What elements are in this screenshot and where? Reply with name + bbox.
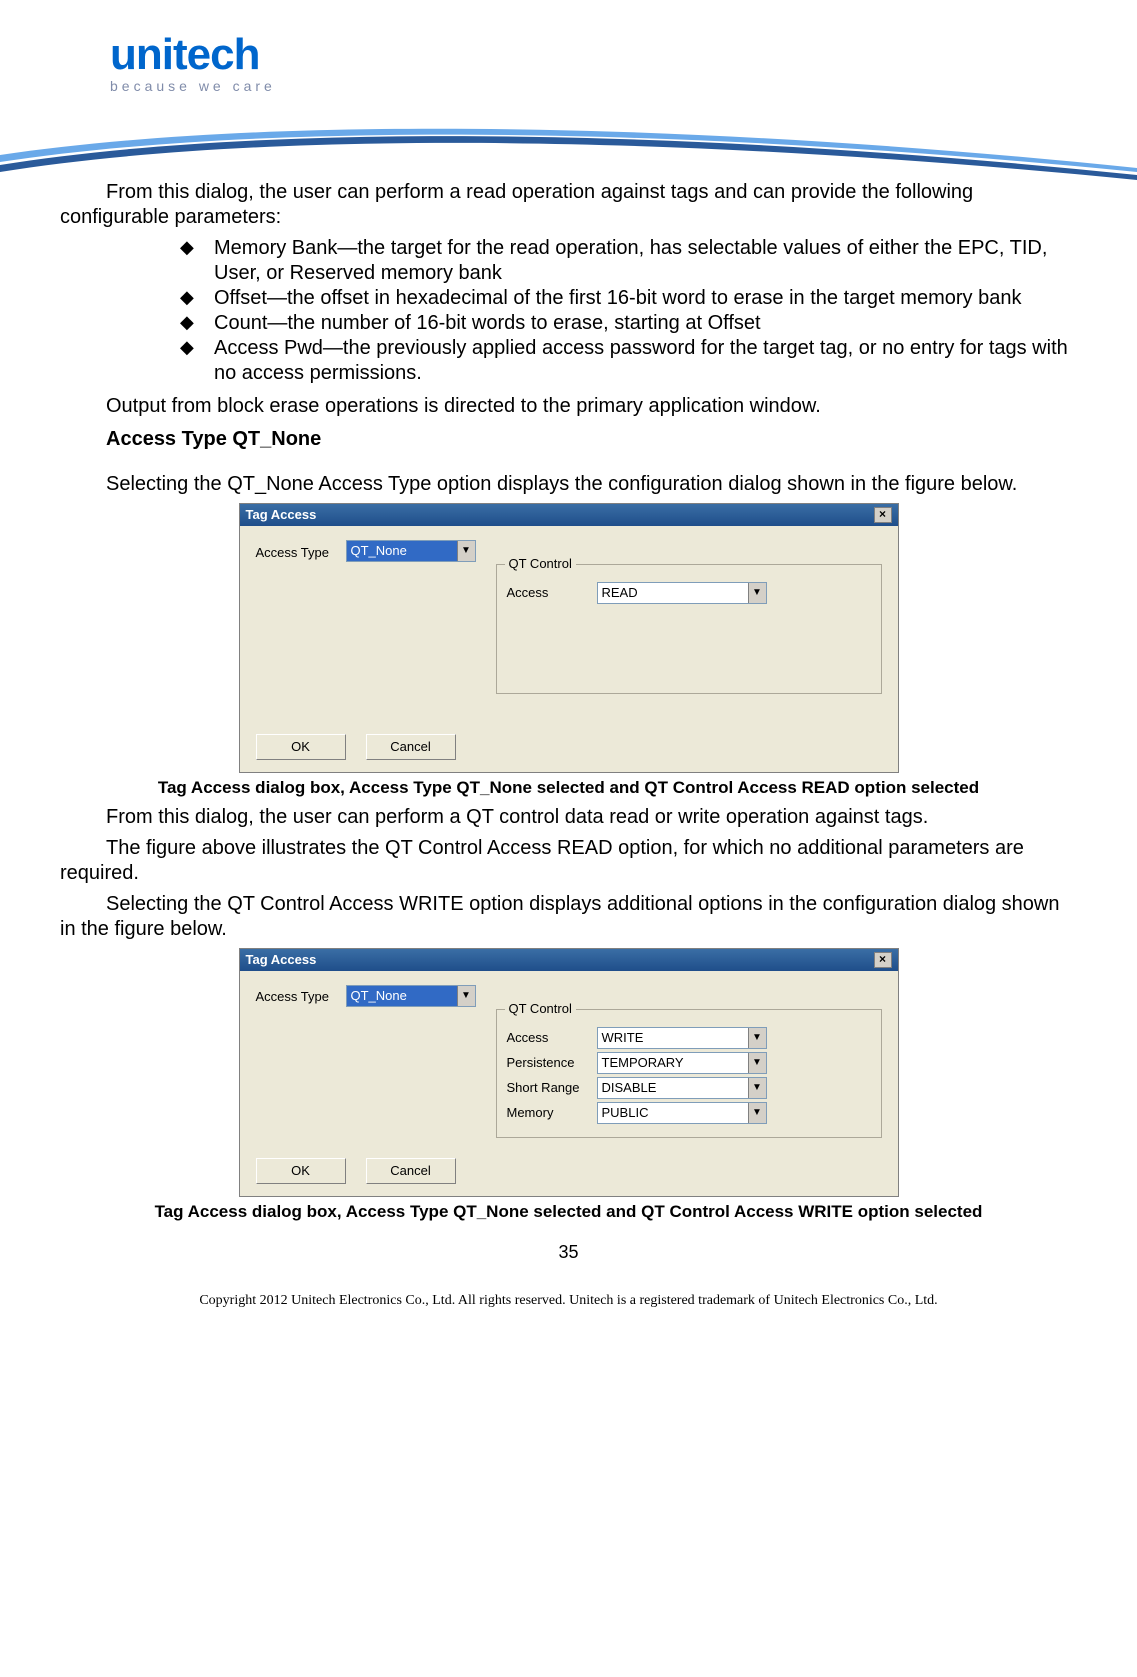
chevron-down-icon: ▼: [748, 1078, 766, 1098]
page-number: 35: [60, 1242, 1077, 1263]
access-combo[interactable]: WRITE ▼: [597, 1027, 767, 1049]
chevron-down-icon: ▼: [748, 583, 766, 603]
page-header: unitech because we care: [0, 0, 1137, 170]
dialog-titlebar: Tag Access ×: [240, 949, 898, 971]
ok-button[interactable]: OK: [256, 1158, 346, 1184]
row-label: Access: [507, 1030, 597, 1046]
combo-value: PUBLIC: [598, 1103, 748, 1123]
memory-combo[interactable]: PUBLIC ▼: [597, 1102, 767, 1124]
intro-paragraph: From this dialog, the user can perform a…: [60, 180, 1077, 230]
access-type-combo[interactable]: QT_None ▼: [346, 540, 476, 562]
chevron-down-icon: ▼: [748, 1103, 766, 1123]
cancel-button[interactable]: Cancel: [366, 734, 456, 760]
access-type-label: Access Type: [256, 986, 346, 1005]
chevron-down-icon: ▼: [748, 1053, 766, 1073]
tag-access-dialog-read: Tag Access × Access Type QT_None ▼: [239, 503, 899, 773]
dialog-title: Tag Access: [246, 507, 317, 523]
short-range-combo[interactable]: DISABLE ▼: [597, 1077, 767, 1099]
row-label: Memory: [507, 1105, 597, 1121]
ok-button[interactable]: OK: [256, 734, 346, 760]
group-legend: QT Control: [505, 1001, 576, 1017]
qt-control-group: QT Control Access READ ▼: [496, 564, 882, 694]
list-item: Access Pwd—the previously applied access…: [180, 336, 1077, 386]
figure-caption-2: Tag Access dialog box, Access Type QT_No…: [60, 1201, 1077, 1222]
access-combo[interactable]: READ ▼: [597, 582, 767, 604]
qt-select-paragraph: Selecting the QT_None Access Type option…: [60, 472, 1077, 497]
combo-value: DISABLE: [598, 1078, 748, 1098]
logo: unitech because we care: [110, 30, 276, 94]
bullet-list: Memory Bank—the target for the read oper…: [60, 236, 1077, 386]
header-swoosh: [0, 120, 1137, 180]
combo-value: TEMPORARY: [598, 1053, 748, 1073]
figure-caption-1: Tag Access dialog box, Access Type QT_No…: [60, 777, 1077, 798]
row-label: Persistence: [507, 1055, 597, 1071]
row-label: Short Range: [507, 1080, 597, 1096]
access-type-label: Access Type: [256, 542, 346, 561]
combo-value: READ: [598, 583, 748, 603]
output-paragraph: Output from block erase operations is di…: [60, 394, 1077, 419]
section-heading: Access Type QT_None: [60, 427, 1077, 452]
list-item: Memory Bank—the target for the read oper…: [180, 236, 1077, 286]
chevron-down-icon: ▼: [457, 541, 475, 561]
chevron-down-icon: ▼: [748, 1028, 766, 1048]
list-item: Offset—the offset in hexadecimal of the …: [180, 286, 1077, 311]
dialog-title: Tag Access: [246, 952, 317, 968]
paragraph: Selecting the QT Control Access WRITE op…: [60, 892, 1077, 942]
close-button[interactable]: ×: [874, 952, 892, 968]
list-item: Count—the number of 16-bit words to eras…: [180, 311, 1077, 336]
logo-name: unitech: [110, 30, 276, 80]
paragraph: The figure above illustrates the QT Cont…: [60, 836, 1077, 886]
paragraph: From this dialog, the user can perform a…: [60, 805, 1077, 830]
access-label: Access: [507, 585, 597, 601]
combo-value: QT_None: [347, 541, 457, 561]
group-legend: QT Control: [505, 556, 576, 572]
tag-access-dialog-write: Tag Access × Access Type QT_None ▼: [239, 948, 899, 1197]
qt-control-group: QT Control Access WRITE ▼ Persisten: [496, 1009, 882, 1138]
dialog-titlebar: Tag Access ×: [240, 504, 898, 526]
cancel-button[interactable]: Cancel: [366, 1158, 456, 1184]
chevron-down-icon: ▼: [457, 986, 475, 1006]
logo-tagline: because we care: [110, 78, 276, 94]
copyright-footer: Copyright 2012 Unitech Electronics Co., …: [60, 1293, 1077, 1309]
combo-value: QT_None: [347, 986, 457, 1006]
persistence-combo[interactable]: TEMPORARY ▼: [597, 1052, 767, 1074]
access-type-combo[interactable]: QT_None ▼: [346, 985, 476, 1007]
combo-value: WRITE: [598, 1028, 748, 1048]
close-button[interactable]: ×: [874, 507, 892, 523]
